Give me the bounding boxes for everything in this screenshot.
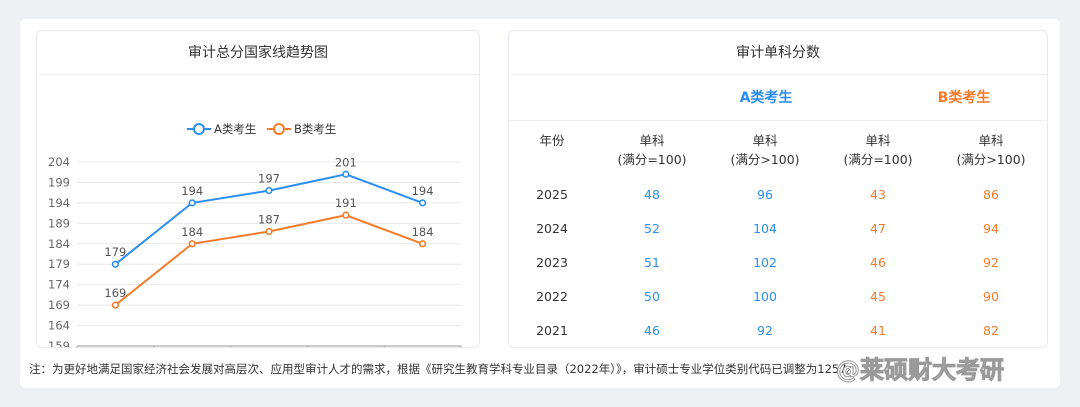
footnote: 注：为更好地满足国家经济社会发展对高层次、应用型审计人才的需求，根据《研究生教育… — [29, 362, 849, 376]
score-cell: 41 — [870, 323, 886, 338]
year-cell: 2022 — [536, 289, 568, 304]
data-point — [265, 187, 273, 195]
data-point — [419, 240, 427, 248]
score-cell: 102 — [753, 255, 777, 270]
column-header: 年份 — [539, 133, 565, 148]
y-tick-label: 164 — [48, 319, 70, 333]
legend-label-0: A类考生 — [214, 122, 256, 136]
data-label: 179 — [104, 245, 126, 259]
column-header-sub: (满分>100) — [956, 152, 1026, 167]
chart-title: 审计总分国家线趋势图 — [37, 31, 479, 75]
y-tick-label: 159 — [48, 339, 70, 348]
y-tick-label: 204 — [48, 155, 70, 169]
data-point — [419, 199, 427, 207]
data-point — [265, 227, 273, 236]
column-header: 单科 — [978, 133, 1004, 148]
score-cell: 43 — [870, 187, 886, 202]
score-cell: 100 — [753, 289, 777, 304]
group-header-row: A类考生 B类考生 — [509, 75, 1047, 121]
score-cell: 104 — [753, 221, 777, 236]
data-label: 169 — [104, 286, 126, 300]
score-cell: 45 — [870, 289, 886, 304]
data-label: 201 — [335, 155, 357, 169]
score-cell: 47 — [870, 221, 886, 236]
data-point — [111, 301, 119, 309]
y-tick-label: 174 — [48, 278, 70, 292]
score-cell: 48 — [644, 187, 660, 202]
data-point — [188, 240, 196, 248]
y-tick-label: 199 — [48, 175, 70, 189]
year-cell: 2024 — [536, 221, 568, 236]
score-cell: 82 — [983, 323, 999, 338]
data-label: 194 — [181, 184, 203, 198]
data-label: 191 — [335, 196, 357, 210]
watermark: @莱硕财大考研 — [836, 356, 1005, 385]
data-point — [111, 260, 119, 268]
group-a-label: A类考生 — [739, 90, 793, 106]
y-tick-label: 179 — [48, 257, 70, 271]
score-cell: 46 — [644, 323, 660, 338]
score-cell: 86 — [983, 187, 999, 202]
column-header-sub: (满分=100) — [843, 152, 913, 167]
group-b-label: B类考生 — [937, 90, 991, 106]
column-header: 单科 — [865, 133, 891, 148]
legend-marker-0 — [193, 123, 205, 135]
y-tick-label: 194 — [48, 196, 70, 210]
legend-label-1: B类考生 — [294, 122, 336, 136]
data-point — [342, 170, 350, 178]
score-cell: 50 — [644, 289, 660, 304]
column-header: 单科 — [639, 133, 665, 148]
legend-marker-1 — [273, 123, 285, 135]
data-label: 187 — [258, 213, 280, 227]
data-label: 184 — [181, 225, 203, 239]
year-cell: 2025 — [536, 187, 568, 202]
column-header-sub: (满分=100) — [617, 152, 687, 167]
score-cell: 90 — [983, 289, 999, 304]
y-tick-label: 189 — [48, 216, 70, 230]
score-cell: 96 — [757, 187, 773, 202]
table-title: 审计单科分数 — [509, 31, 1047, 75]
year-cell: 2023 — [536, 255, 568, 270]
data-label: 197 — [258, 172, 280, 186]
year-cell: 2021 — [536, 323, 568, 338]
data-point — [342, 211, 350, 219]
column-header-sub: (满分>100) — [730, 152, 800, 167]
table-card: 审计单科分数 A类考生 B类考生 年份 单科 (满分=100) 单科 (满分>100) 单… — [508, 30, 1048, 348]
data-label: 184 — [412, 225, 434, 239]
score-cell: 52 — [644, 221, 660, 236]
line-chart: A类考生 B类考生 159 164 169 174 179 184 189 194 199 204 20… — [48, 122, 462, 348]
score-cell: 92 — [757, 323, 773, 338]
score-cell: 92 — [983, 255, 999, 270]
column-header: 单科 — [752, 133, 778, 148]
data-label: 194 — [412, 184, 434, 198]
y-tick-label: 169 — [48, 298, 70, 312]
score-cell: 51 — [644, 255, 660, 270]
chart-card: 审计总分国家线趋势图 A类考生 B类考生 159 164 169 174 179 184 189… — [36, 30, 480, 348]
y-tick-label: 184 — [48, 237, 70, 251]
data-point — [188, 199, 196, 207]
score-cell: 94 — [983, 221, 999, 236]
score-cell: 46 — [870, 255, 886, 270]
